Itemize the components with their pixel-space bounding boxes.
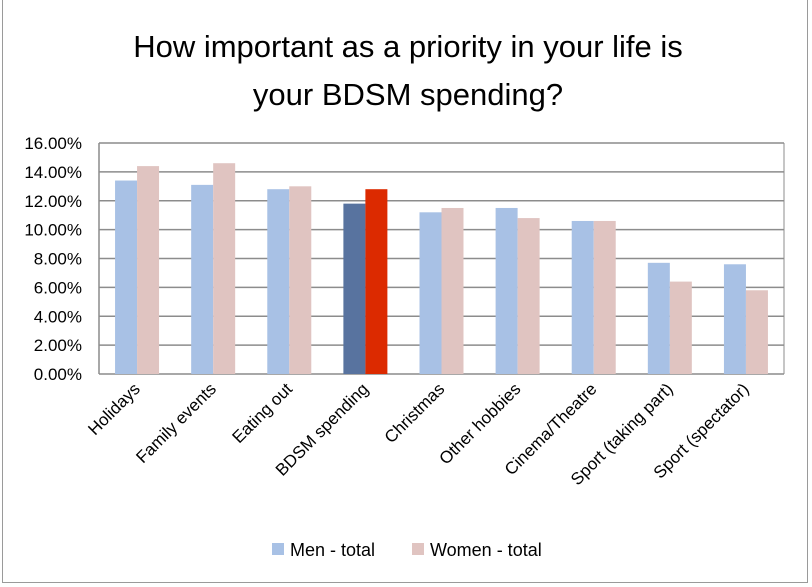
bar-men [115,180,138,374]
legend-label-women: Women - total [430,540,542,560]
bar-women [137,166,160,374]
bar-women [365,189,388,374]
y-tick-label: 14.00% [24,163,82,182]
bar-men [419,212,442,374]
y-tick-label: 0.00% [34,365,82,384]
y-tick-label: 8.00% [34,250,82,269]
bar-men [571,220,594,374]
legend-swatch-women [412,543,424,555]
x-tick-label: Christmas [381,379,449,447]
y-tick-label: 10.00% [24,221,82,240]
x-tick-label: Family events [132,379,220,467]
legend-swatch-men [272,543,284,555]
x-tick-label: Holidays [84,379,144,439]
y-tick-label: 12.00% [24,192,82,211]
bar-women [441,207,464,374]
y-tick-label: 16.00% [24,134,82,153]
y-tick-label: 4.00% [34,307,82,326]
bar-men [495,207,518,374]
y-tick-label: 6.00% [34,278,82,297]
bar-women [517,218,540,374]
chart-title-line-2: your BDSM spending? [253,77,563,112]
y-tick-label: 2.00% [34,336,82,355]
bar-men [191,184,214,374]
chart-title-line-1: How important as a priority in your life… [133,29,683,64]
bar-men [343,203,366,374]
bar-men [647,262,670,374]
bar-women [669,281,692,374]
bar-women [745,290,768,374]
bar-women [213,163,236,374]
bar-men [723,264,746,374]
x-tick-label: Eating out [229,379,297,447]
bar-men [267,189,290,374]
bar-women [593,220,616,374]
bar-women [289,186,312,374]
legend-label-men: Men - total [290,540,375,560]
